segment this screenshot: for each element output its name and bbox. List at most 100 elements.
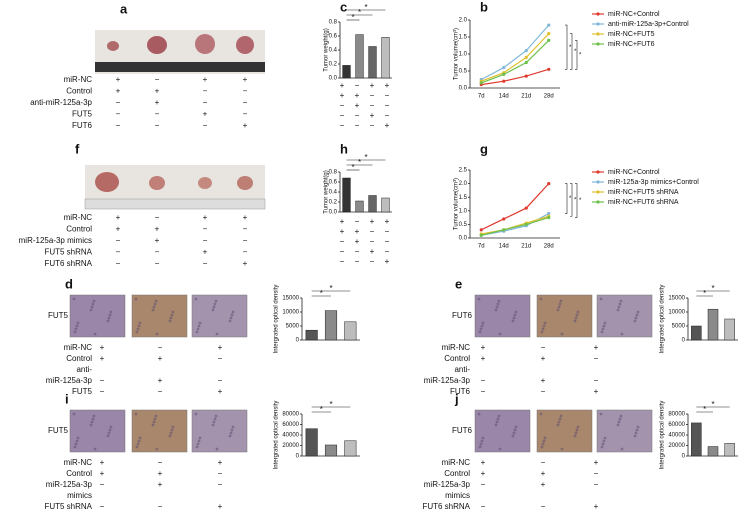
point [547,31,551,36]
bar [381,37,390,79]
significance-star: * [579,198,582,204]
point [524,60,528,65]
y-tick-label: 0.6 [329,34,338,40]
bar [324,310,338,341]
y-tick-label: 0.0 [459,236,468,242]
ihc-texture [479,442,483,446]
row-label: miR-NC [64,458,93,467]
bar [342,65,351,79]
sign: + [385,217,390,226]
sign: + [385,257,390,266]
y-axis-label: Tumor volume(cm³) [454,178,460,230]
ihc-image [596,294,653,338]
ihc-texture [498,332,502,336]
sign: − [155,110,160,119]
ihc-image [474,294,531,338]
y-tick-label: 0.8 [329,20,338,26]
ihc-texture [155,447,159,451]
y-tick-label: 80000 [282,412,299,418]
ihc-texture [542,324,546,328]
ihc-texture [616,308,620,312]
y-tick-label: 40000 [282,433,299,439]
bar [368,46,377,79]
ihc-image [536,294,593,338]
ihc-texture [196,327,200,331]
ihc-image [191,409,248,453]
ihc-texture [497,299,501,303]
sign: + [155,98,160,107]
sign: + [370,81,375,90]
y-tick-label: 0.2 [329,200,338,206]
significance-star: * [329,400,332,409]
sign: − [594,376,599,385]
ihc-texture [602,439,606,443]
ihc-texture [75,324,79,328]
y-tick-label: 2.0 [459,181,468,187]
ihc-texture [169,316,173,320]
sign: − [218,480,223,489]
sign: + [541,469,546,478]
bar [305,329,318,341]
ihc-texture [91,302,95,306]
ihc-texture [137,439,141,443]
point [547,23,551,27]
sign: − [218,469,223,478]
ihc-texture [212,420,216,424]
sign: − [116,110,121,119]
ihc-texture [73,330,77,334]
ihc-texture [230,428,234,432]
x-tick-label: 7d [478,94,485,100]
row-label: Control [66,469,92,478]
ihc-texture [228,319,232,323]
sign: + [370,247,375,256]
point [547,211,551,216]
sign: + [355,227,360,236]
sign: + [355,237,360,246]
sign: − [481,376,486,385]
sign: − [203,225,208,234]
ihc-texture [479,327,483,331]
ihc-texture [76,436,80,440]
ihc-texture [541,442,545,446]
sign: − [355,81,360,90]
ihc-texture [495,305,499,309]
sign: − [385,247,390,256]
legend-label: miR-125a-3p mimics+Control [608,179,699,186]
point [524,74,528,78]
sign: + [243,259,248,268]
y-axis-label: Tumor weight(g) [324,170,330,213]
ihc-texture [633,434,637,438]
tumor [147,36,167,54]
legend-dot [596,190,600,194]
sign: + [594,458,599,467]
bar [355,200,364,213]
sign: − [155,248,160,257]
significance-bracket [565,24,568,70]
bar [381,197,390,213]
ihc-texture [198,321,202,325]
sign: − [158,502,163,511]
x-tick-label: 7d [478,244,485,250]
ihc-texture [542,439,546,443]
ihc-texture [230,313,234,317]
row-label: FUT5 [72,387,93,396]
sign: + [340,81,345,90]
ihc-texture [73,445,77,449]
legend-dot [596,180,600,184]
legend-label: miR-NC+Control [608,11,660,18]
ihc-texture [480,439,484,443]
ihc-texture [134,412,138,416]
sign: − [243,87,248,96]
sign: + [203,213,208,222]
series-line [481,33,550,82]
sign: + [385,121,390,130]
tumor-photo-a [95,30,265,74]
sign: + [203,110,208,119]
sign: − [385,91,390,100]
y-axis-label: Tumor weight(g) [324,28,330,71]
ihc-texture [214,299,218,303]
legend-label: miR-NC+FUT5 shRNA [608,189,679,196]
row-label: Control [66,87,92,96]
y-axis-label: Tumor volume(cm³) [454,28,460,80]
significance-star: * [320,289,323,298]
